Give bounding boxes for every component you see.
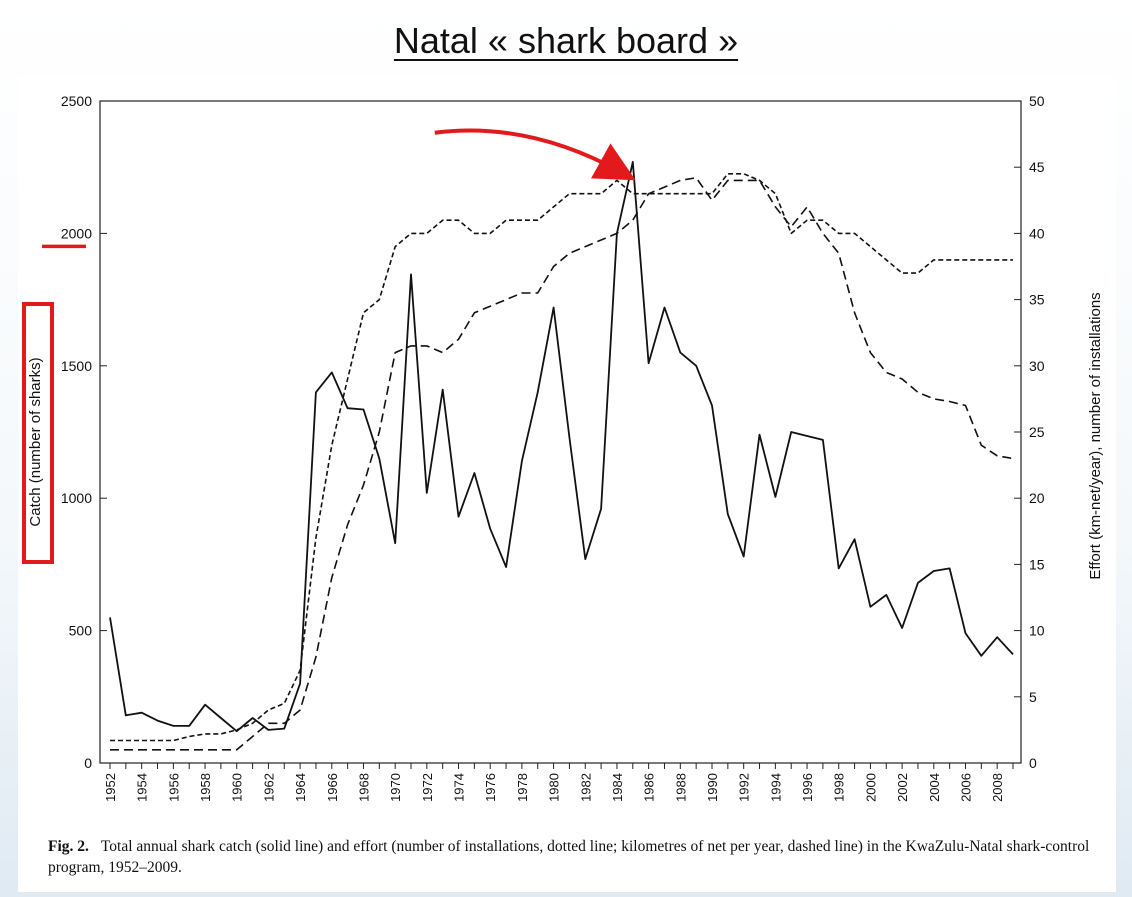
y2-tick-label: 35 [1029, 292, 1045, 308]
series-line-solid [109, 161, 1014, 733]
x-tick-label: 1990 [705, 773, 720, 802]
x-tick-label: 2006 [958, 773, 973, 802]
x-tick-label: 1976 [483, 773, 498, 802]
x-tick-label: 1970 [388, 773, 403, 802]
x-tick-label: 1964 [293, 773, 308, 802]
y2-tick-label: 10 [1029, 623, 1045, 639]
y-axis-title: Catch (number of sharks) [27, 357, 44, 526]
y2-tick-label: 25 [1029, 424, 1045, 440]
x-tick-label: 1972 [420, 773, 435, 802]
x-tick-label: 1978 [515, 773, 530, 802]
caption-text: Total annual shark catch (solid line) an… [48, 838, 1090, 876]
y2-tick-label: 50 [1029, 93, 1045, 109]
y-tick-label: 1000 [61, 490, 92, 506]
y2-tick-label: 40 [1029, 225, 1045, 241]
x-tick-label: 1996 [800, 773, 815, 802]
x-tick-label: 1982 [578, 773, 593, 802]
x-tick-label: 1992 [737, 773, 752, 802]
y-tick-label: 500 [69, 623, 93, 639]
figure: 0 500 1000 1500 2000 2500 0 5 10 15 20 25 30 35 40 45 50… [18, 76, 1116, 892]
y-tick-label: 0 [84, 755, 92, 771]
x-tick-label: 1980 [547, 773, 562, 802]
slide-title: Natal « shark board » [393, 20, 739, 61]
x-tick-label: 1988 [673, 773, 688, 802]
x-tick-label: 2002 [895, 773, 910, 802]
y2-tick-label: 30 [1029, 358, 1045, 374]
line-chart: 0 500 1000 1500 2000 2500 0 5 10 15 20 25 30 35 40 45 50… [22, 93, 1104, 802]
x-tick-label: 1952 [103, 773, 118, 802]
x-tick-label: 1994 [768, 773, 783, 802]
series-line-dotted [110, 173, 1013, 742]
x-tick-label: 1984 [610, 773, 625, 802]
x-tick-label: 1986 [642, 773, 657, 802]
x-tick-label: 1974 [452, 773, 467, 802]
series-line-dashed [110, 177, 1014, 751]
ylabel-highlight-box [22, 302, 54, 564]
x-tick-label: 1954 [135, 773, 150, 802]
figure-caption: Fig. 2. Total annual shark catch (solid l… [48, 836, 1108, 878]
x-tick-label: 1956 [166, 773, 181, 802]
y2-tick-label: 0 [1029, 755, 1037, 771]
y2-tick-label: 5 [1029, 689, 1037, 705]
x-tick-label: 1968 [356, 773, 371, 802]
x-tick-label: 1960 [230, 773, 245, 802]
peak-arrow-annotation [434, 128, 636, 181]
y2-tick-label: 45 [1029, 159, 1045, 175]
x-tick-label: 1958 [198, 773, 213, 802]
x-tick-label: 1998 [832, 773, 847, 802]
caption-label: Fig. 2. [48, 838, 89, 855]
y2-axis-title: Effort (km-net/year), number of installa… [1087, 292, 1104, 579]
x-tick-label: 1966 [325, 773, 340, 802]
x-tick-label: 1962 [261, 773, 276, 802]
x-tick-label: 2000 [863, 773, 878, 802]
y-tick-label: 2000 [61, 225, 92, 241]
x-tick-label: 2008 [990, 773, 1005, 802]
y-tick-label: 2500 [61, 93, 92, 109]
y2-tick-label: 20 [1029, 490, 1045, 506]
y-tick-label: 1500 [61, 358, 92, 374]
x-tick-label: 2004 [927, 773, 942, 802]
y2-tick-label: 15 [1029, 556, 1045, 572]
